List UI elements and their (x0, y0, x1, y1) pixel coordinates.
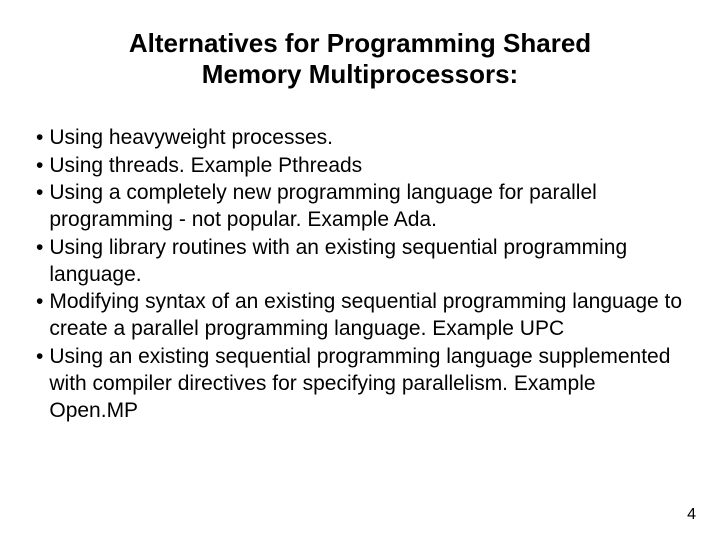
bullet-item: • Using a completely new programming lan… (36, 179, 690, 234)
bullet-marker: • (36, 124, 49, 151)
bullet-text: Using library routines with an existing … (49, 234, 690, 289)
bullet-text: Using heavyweight processes. (49, 124, 690, 151)
bullet-item: • Using threads. Example Pthreads (36, 152, 690, 179)
bullet-item: • Using heavyweight processes. (36, 124, 690, 151)
slide-title: Alternatives for Programming Shared Memo… (30, 28, 690, 90)
title-line-1: Alternatives for Programming Shared (129, 28, 591, 58)
bullet-marker: • (36, 288, 49, 343)
bullet-list: • Using heavyweight processes. • Using t… (30, 124, 690, 424)
bullet-text: Modifying syntax of an existing sequenti… (49, 288, 690, 343)
bullet-marker: • (36, 179, 49, 234)
bullet-item: • Using library routines with an existin… (36, 234, 690, 289)
bullet-text: Using a completely new programming langu… (49, 179, 690, 234)
bullet-marker: • (36, 152, 49, 179)
bullet-text: Using threads. Example Pthreads (49, 152, 690, 179)
bullet-text: Using an existing sequential programming… (49, 343, 690, 425)
bullet-item: • Modifying syntax of an existing sequen… (36, 288, 690, 343)
bullet-item: • Using an existing sequential programmi… (36, 343, 690, 425)
title-line-2: Memory Multiprocessors: (202, 59, 518, 89)
page-number: 4 (687, 506, 696, 524)
bullet-marker: • (36, 343, 49, 425)
bullet-marker: • (36, 234, 49, 289)
